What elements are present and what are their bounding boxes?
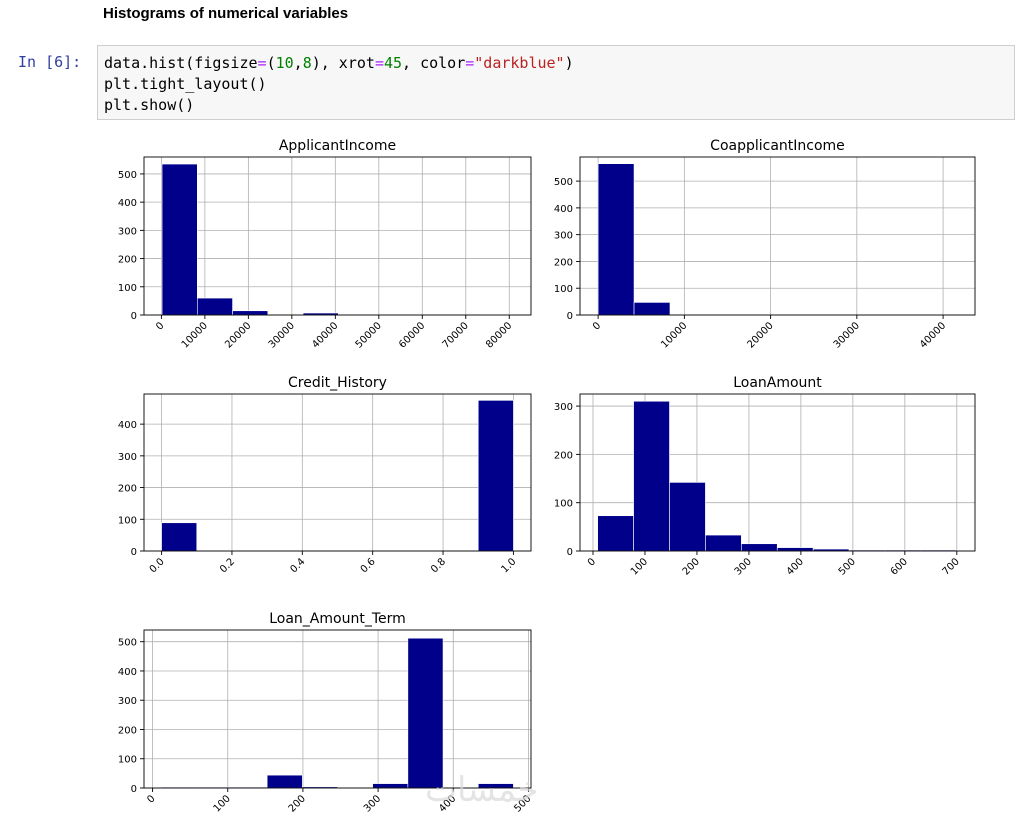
x-tick-label: 1.0 bbox=[500, 556, 519, 575]
y-tick-label: 100 bbox=[554, 499, 573, 510]
chart-title: Loan_Amount_Term bbox=[269, 611, 406, 627]
x-tick-label: 100 bbox=[212, 793, 233, 814]
x-tick-label: 0 bbox=[586, 556, 598, 568]
x-tick-label: 70000 bbox=[441, 320, 471, 350]
x-tick-label: 300 bbox=[733, 556, 754, 577]
x-tick-label: 80000 bbox=[484, 320, 514, 350]
y-tick-label: 400 bbox=[118, 420, 137, 431]
watermark: خمسات bbox=[425, 770, 539, 810]
histogram-bar bbox=[407, 637, 444, 789]
x-tick-label: 0.8 bbox=[429, 556, 448, 575]
x-tick-label: 200 bbox=[287, 793, 308, 814]
histogram-bar bbox=[232, 310, 269, 316]
y-tick-label: 500 bbox=[118, 170, 137, 181]
x-tick-label: 400 bbox=[785, 556, 806, 577]
y-tick-label: 100 bbox=[118, 515, 137, 526]
y-tick-label: 100 bbox=[118, 283, 137, 294]
x-tick-label: 10000 bbox=[180, 320, 210, 350]
x-tick-label: 600 bbox=[889, 556, 910, 577]
x-tick-label: 10000 bbox=[659, 320, 689, 350]
y-tick-label: 300 bbox=[554, 402, 573, 413]
x-tick-label: 60000 bbox=[397, 320, 427, 350]
plot-frame bbox=[143, 156, 532, 316]
code-line-2: plt.tight_layout() bbox=[104, 75, 267, 93]
chart-title: CoapplicantIncome bbox=[710, 138, 845, 154]
x-tick-label: 20000 bbox=[745, 320, 775, 350]
histogram-bar bbox=[741, 543, 778, 552]
y-tick-label: 0 bbox=[567, 547, 573, 558]
x-tick-label: 20000 bbox=[223, 320, 253, 350]
plot-frame bbox=[143, 629, 532, 789]
cell-prompt: In [6]: bbox=[18, 53, 82, 71]
histogram-bar bbox=[705, 534, 742, 552]
histogram-bar bbox=[633, 400, 670, 552]
x-tick-label: 700 bbox=[941, 556, 962, 577]
histogram-panel-1: ApplicantIncome 0 100 200 300 400 500 0 10000 200… bbox=[118, 138, 532, 351]
section-heading: Histograms of numerical variables bbox=[103, 5, 349, 22]
y-tick-label: 300 bbox=[118, 226, 137, 237]
x-tick-label: 300 bbox=[362, 793, 383, 814]
x-tick-label: 0 bbox=[154, 320, 166, 332]
code-line-1: data.hist(figsize=(10,8), xrot=45, color… bbox=[104, 54, 574, 72]
histogram-bar bbox=[477, 400, 514, 552]
histogram-bar bbox=[266, 774, 303, 789]
y-tick-label: 300 bbox=[118, 452, 137, 463]
plot-frame bbox=[579, 393, 976, 552]
histogram-panel-4: LoanAmount 0 100 200 300 0 100 200 300 400 500 600 7… bbox=[554, 375, 976, 578]
code-line-3: plt.show() bbox=[104, 96, 195, 114]
histogram-bar bbox=[597, 515, 634, 552]
x-tick-label: 100 bbox=[629, 556, 650, 577]
y-tick-label: 0 bbox=[131, 547, 137, 558]
y-tick-label: 0 bbox=[567, 311, 573, 322]
histogram-panel-2: CoapplicantIncome 0 100 200 300 400 500 0 10000 2… bbox=[554, 138, 976, 351]
histogram-bar bbox=[633, 302, 671, 316]
code-cell[interactable]: data.hist(figsize=(10,8), xrot=45, color… bbox=[97, 45, 1015, 120]
histogram-bar bbox=[161, 163, 198, 316]
x-tick-label: 200 bbox=[681, 556, 702, 577]
y-tick-label: 200 bbox=[554, 450, 573, 461]
histogram-panel-3: Credit_History 0 100 200 300 400 0.0 0.2 0.4 0.6 0… bbox=[118, 375, 532, 575]
histogram-bar bbox=[372, 783, 409, 789]
y-tick-label: 400 bbox=[118, 198, 137, 209]
x-tick-label: 0.2 bbox=[218, 556, 237, 575]
y-tick-label: 400 bbox=[118, 667, 137, 678]
y-tick-label: 0 bbox=[131, 311, 137, 322]
x-tick-label: 0 bbox=[145, 793, 157, 805]
y-tick-label: 200 bbox=[118, 484, 137, 495]
x-tick-label: 0.6 bbox=[359, 556, 378, 575]
y-tick-label: 500 bbox=[554, 177, 573, 188]
x-tick-label: 0.4 bbox=[288, 556, 307, 575]
x-tick-label: 30000 bbox=[832, 320, 862, 350]
histogram-panel-5: Loan_Amount_Term 0 100 200 300 400 500 0 100 200 3… bbox=[118, 611, 534, 815]
y-tick-label: 100 bbox=[554, 284, 573, 295]
histogram-bar bbox=[161, 522, 198, 552]
x-tick-label: 0 bbox=[591, 320, 603, 332]
histogram-bar bbox=[597, 163, 635, 316]
y-tick-label: 0 bbox=[131, 784, 137, 795]
chart-title: LoanAmount bbox=[733, 375, 822, 391]
x-tick-label: 30000 bbox=[267, 320, 297, 350]
x-tick-label: 40000 bbox=[310, 320, 340, 350]
y-tick-label: 500 bbox=[118, 638, 137, 649]
y-tick-label: 200 bbox=[118, 725, 137, 736]
plot-frame bbox=[579, 156, 976, 316]
chart-title: Credit_History bbox=[288, 375, 387, 391]
x-tick-label: 0.0 bbox=[148, 556, 167, 575]
x-tick-label: 500 bbox=[837, 556, 858, 577]
x-tick-label: 40000 bbox=[918, 320, 948, 350]
histogram-bar bbox=[669, 482, 706, 552]
y-tick-label: 200 bbox=[118, 255, 137, 266]
x-tick-label: 50000 bbox=[354, 320, 384, 350]
histogram-bar bbox=[197, 297, 233, 316]
y-tick-label: 100 bbox=[118, 755, 137, 766]
y-tick-label: 300 bbox=[554, 231, 573, 242]
y-tick-label: 200 bbox=[554, 257, 573, 268]
y-tick-label: 300 bbox=[118, 696, 137, 707]
y-tick-label: 400 bbox=[554, 204, 573, 215]
plot-frame bbox=[143, 393, 532, 552]
histogram-bar bbox=[776, 547, 814, 552]
chart-title: ApplicantIncome bbox=[279, 138, 396, 154]
